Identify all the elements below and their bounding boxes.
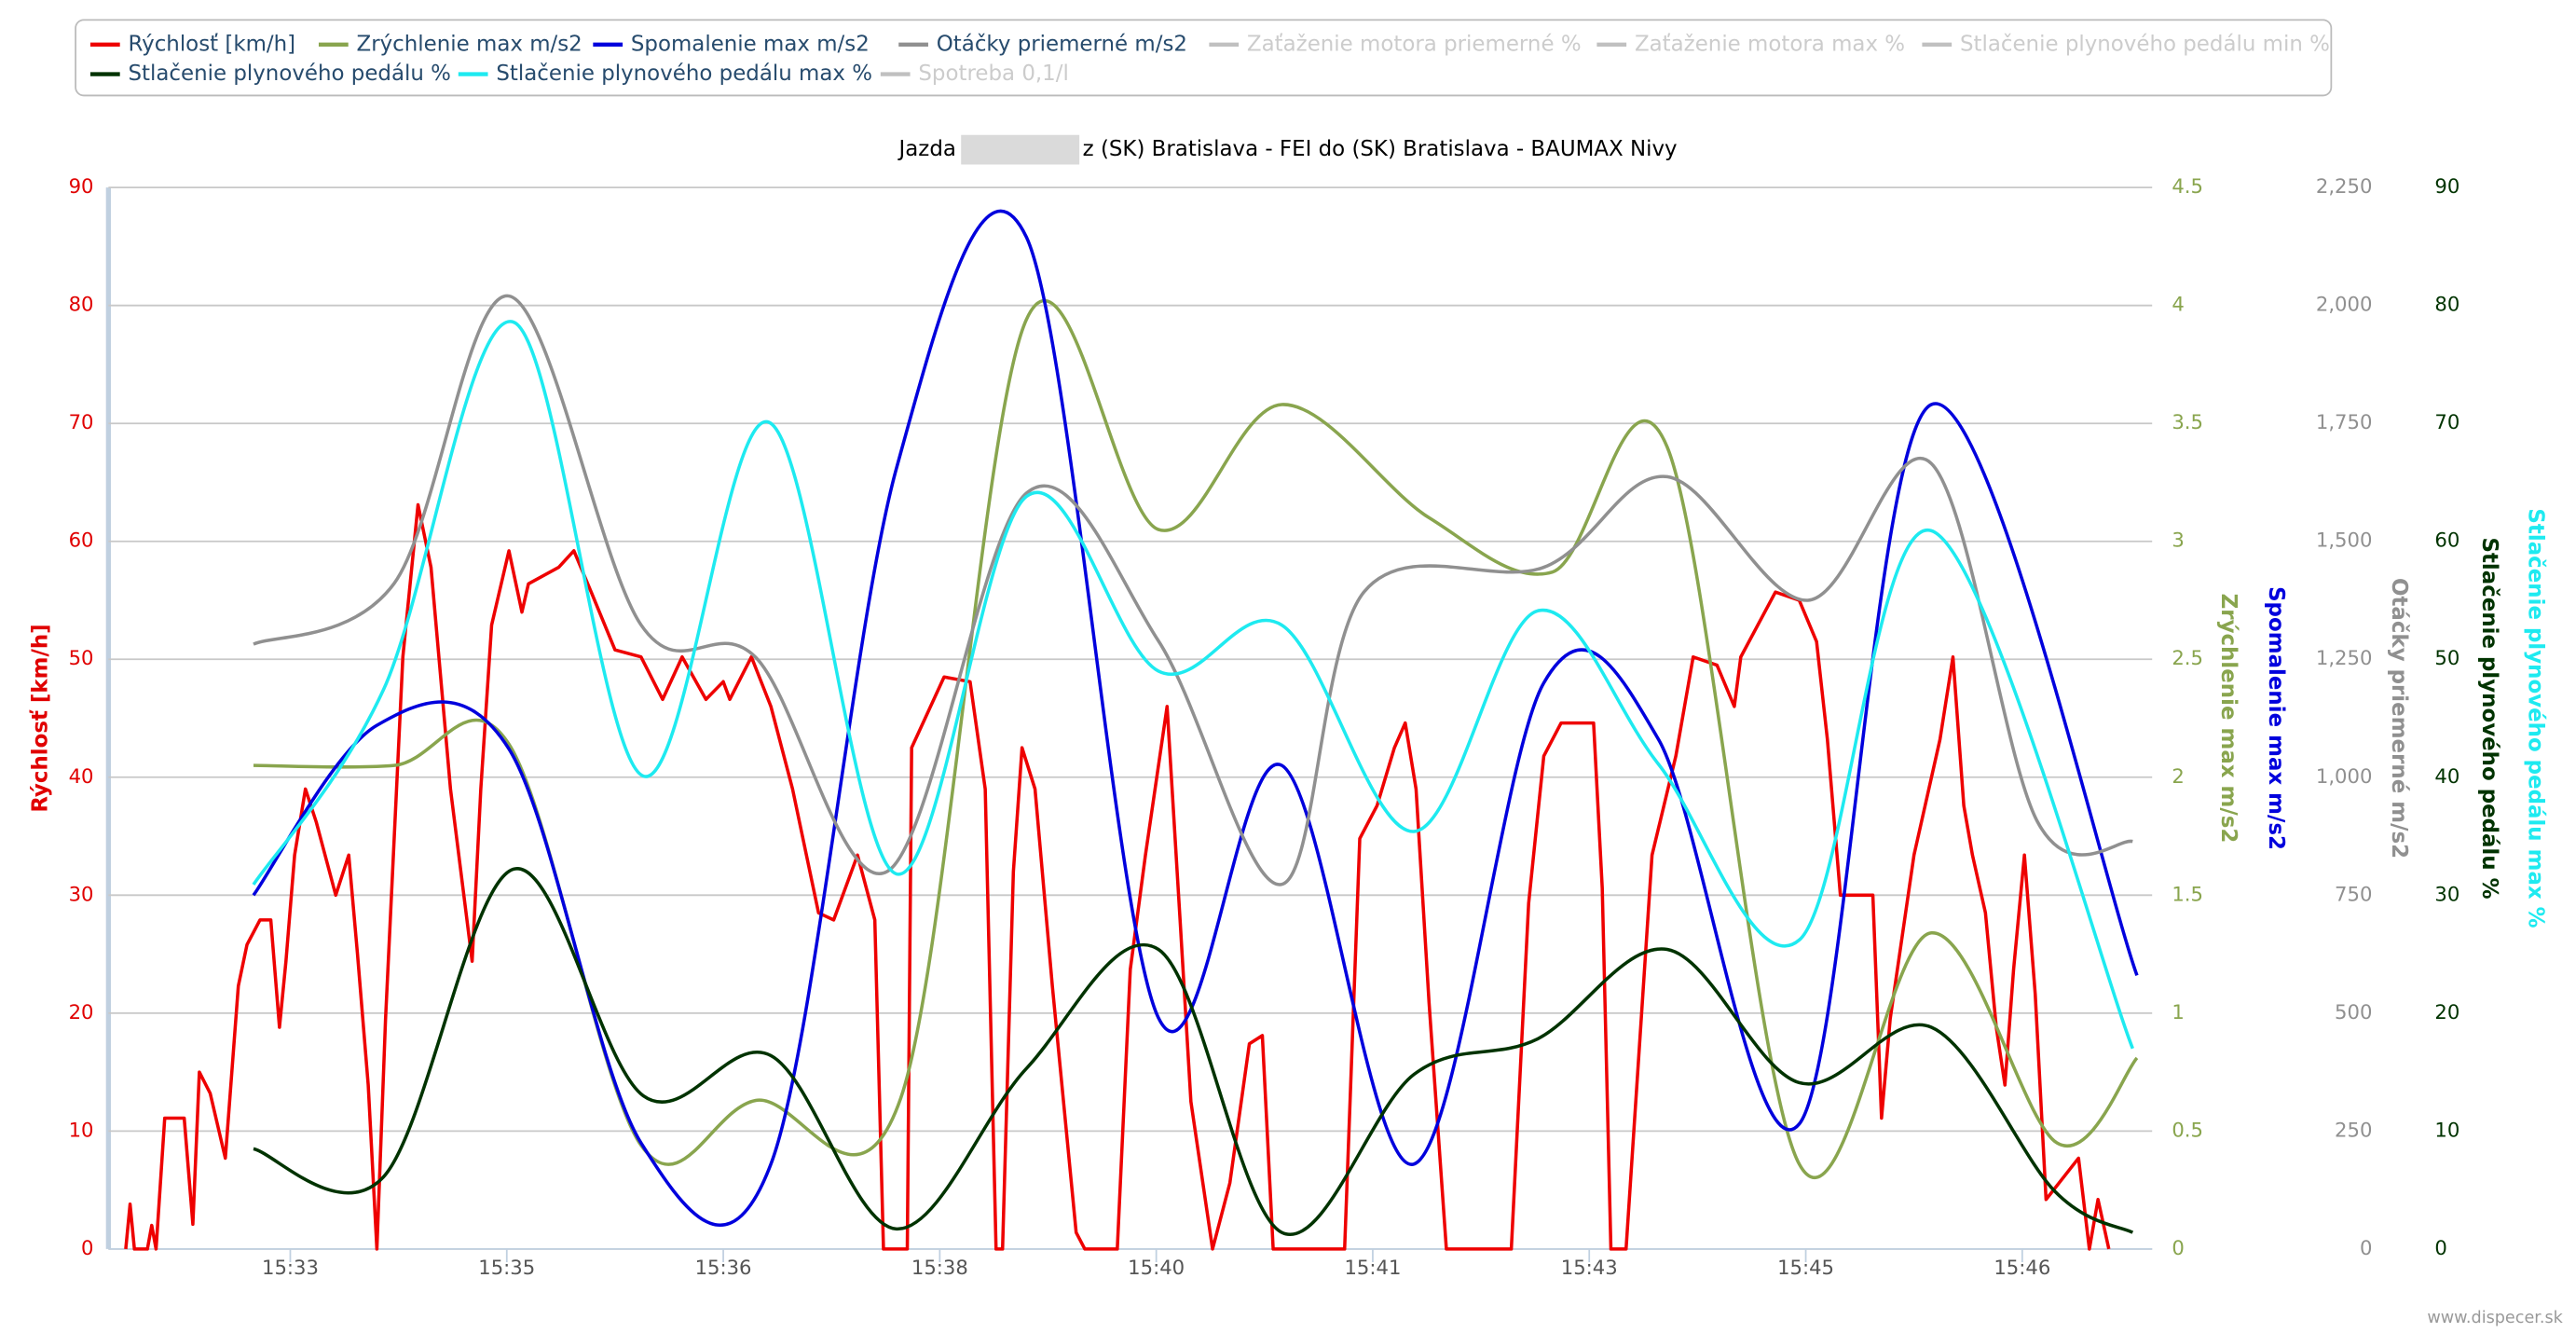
y-tick-label: 40	[69, 764, 94, 788]
y-tick-label: 250	[2335, 1118, 2372, 1141]
series-line	[253, 298, 2139, 1179]
series-line	[252, 209, 2139, 1228]
y-tick-label: 500	[2335, 1000, 2372, 1024]
y-axis-title: Stlačenie plynového pedálu max %	[2523, 508, 2547, 928]
y-tick-label: 70	[69, 410, 94, 433]
x-tick-label: 15:45	[1777, 1256, 1834, 1279]
y-axis-title: Rýchlosť [km/h]	[29, 624, 53, 812]
legend-box	[75, 19, 2333, 97]
y-axis-title: Otáčky priemerné m/s2	[2387, 578, 2411, 859]
y-tick-label: 60	[69, 529, 94, 552]
legend-label: Zaťaženie motora max %	[1635, 32, 1905, 56]
y-tick-label: 80	[69, 293, 94, 316]
series-line	[253, 867, 2134, 1237]
y-tick-label: 1,500	[2316, 529, 2373, 552]
blurred-name	[961, 134, 1080, 165]
y-tick-label: 2	[2172, 764, 2184, 788]
y-tick-label: 4	[2172, 293, 2184, 316]
y-axis-title: Spomalenie max m/s2	[2264, 586, 2288, 850]
y-tick-label: 0	[81, 1236, 93, 1259]
y-tick-label: 70	[2434, 410, 2460, 433]
x-tick-label: 15:38	[911, 1256, 968, 1279]
y-tick-label: 60	[2434, 529, 2460, 552]
series-line	[252, 320, 2134, 1050]
y-axis-title: Stlačenie plynového pedálu %	[2477, 537, 2501, 899]
y-tick-label: 10	[2434, 1118, 2460, 1141]
y-tick-label: 0.5	[2172, 1118, 2203, 1141]
x-tick-label: 15:36	[695, 1256, 752, 1279]
y-tick-label: 1,000	[2316, 764, 2373, 788]
legend-label: Stlačenie plynového pedálu min %	[1960, 32, 2330, 56]
y-tick-label: 1.5	[2172, 882, 2203, 905]
y-tick-label: 750	[2335, 882, 2372, 905]
y-tick-label: 1,750	[2316, 410, 2373, 433]
x-tick-label: 15:41	[1344, 1256, 1401, 1279]
y-tick-label: 1,250	[2316, 646, 2373, 669]
legend-label: Rýchlosť [km/h]	[128, 32, 295, 56]
y-tick-label: 0	[2360, 1236, 2372, 1259]
y-tick-label: 3.5	[2172, 410, 2203, 433]
series-line	[253, 294, 2133, 886]
y-tick-label: 30	[69, 882, 94, 905]
y-tick-label: 2,250	[2316, 174, 2373, 198]
series-line	[124, 502, 2111, 1251]
y-tick-label: 2.5	[2172, 646, 2203, 669]
y-tick-label: 50	[69, 646, 94, 669]
x-tick-label: 15:40	[1128, 1256, 1185, 1279]
y-tick-label: 0	[2172, 1236, 2184, 1259]
y-tick-label: 0	[2434, 1236, 2446, 1259]
y-tick-label: 3	[2172, 529, 2184, 552]
x-tick-label: 15:43	[1561, 1256, 1618, 1279]
chart-title-rest: z (SK) Bratislava - FEI do (SK) Bratisla…	[1083, 137, 1678, 161]
credit: www.dispecer.sk	[2427, 1309, 2563, 1327]
y-tick-label: 90	[69, 174, 94, 198]
y-axis-title: Zrýchlenie max m/s2	[2216, 594, 2240, 844]
y-tick-label: 1	[2172, 1000, 2184, 1024]
legend-label: Spomalenie max m/s2	[631, 32, 870, 56]
chart-title: Jazda	[897, 137, 956, 161]
y-tick-label: 10	[69, 1118, 94, 1141]
legend-label: Zrýchlenie max m/s2	[357, 32, 582, 56]
y-tick-label: 20	[2434, 1000, 2460, 1024]
x-tick-label: 15:35	[478, 1256, 535, 1279]
y-tick-label: 40	[2434, 764, 2460, 788]
legend-label: Spotreba 0,1/l	[918, 62, 1068, 86]
legend-label: Stlačenie plynového pedálu %	[128, 62, 450, 86]
y-tick-label: 90	[2434, 174, 2460, 198]
legend-label: Stlačenie plynového pedálu max %	[496, 62, 872, 86]
y-tick-label: 2,000	[2316, 293, 2373, 316]
legend-label: Zaťaženie motora priemerné %	[1247, 32, 1582, 56]
y-tick-label: 30	[2434, 882, 2460, 905]
x-tick-label: 15:46	[1994, 1256, 2050, 1279]
y-tick-label: 4.5	[2172, 174, 2203, 198]
y-tick-label: 80	[2434, 293, 2460, 316]
y-tick-label: 50	[2434, 646, 2460, 669]
legend-label: Otáčky priemerné m/s2	[937, 32, 1187, 56]
x-tick-label: 15:33	[262, 1256, 319, 1279]
y-tick-label: 20	[69, 1000, 94, 1024]
